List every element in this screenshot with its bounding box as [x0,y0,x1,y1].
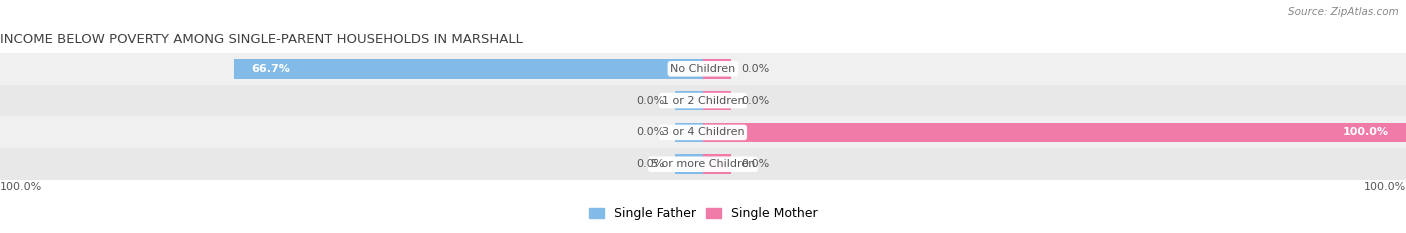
Text: 100.0%: 100.0% [1343,127,1389,137]
Bar [703,91,731,110]
Bar [0,53,1406,85]
Bar [703,59,731,79]
Text: 0.0%: 0.0% [742,96,770,106]
Text: 100.0%: 100.0% [1364,182,1406,192]
Text: 0.0%: 0.0% [636,159,665,169]
Text: No Children: No Children [671,64,735,74]
Bar [233,59,703,79]
Text: 66.7%: 66.7% [252,64,291,74]
Bar [675,91,703,110]
Text: 0.0%: 0.0% [636,96,665,106]
Legend: Single Father, Single Mother: Single Father, Single Mother [583,202,823,225]
Text: 3 or 4 Children: 3 or 4 Children [662,127,744,137]
Bar [675,154,703,174]
Bar [0,116,1406,148]
Bar [703,123,1406,142]
Bar [675,123,703,142]
Text: 1 or 2 Children: 1 or 2 Children [662,96,744,106]
Text: 100.0%: 100.0% [0,182,42,192]
Text: 0.0%: 0.0% [742,64,770,74]
Text: 5 or more Children: 5 or more Children [651,159,755,169]
Bar [0,85,1406,116]
Bar [703,154,731,174]
Text: Source: ZipAtlas.com: Source: ZipAtlas.com [1288,7,1399,17]
Text: INCOME BELOW POVERTY AMONG SINGLE-PARENT HOUSEHOLDS IN MARSHALL: INCOME BELOW POVERTY AMONG SINGLE-PARENT… [0,34,523,47]
Text: 0.0%: 0.0% [636,127,665,137]
Bar [0,148,1406,180]
Text: 0.0%: 0.0% [742,159,770,169]
